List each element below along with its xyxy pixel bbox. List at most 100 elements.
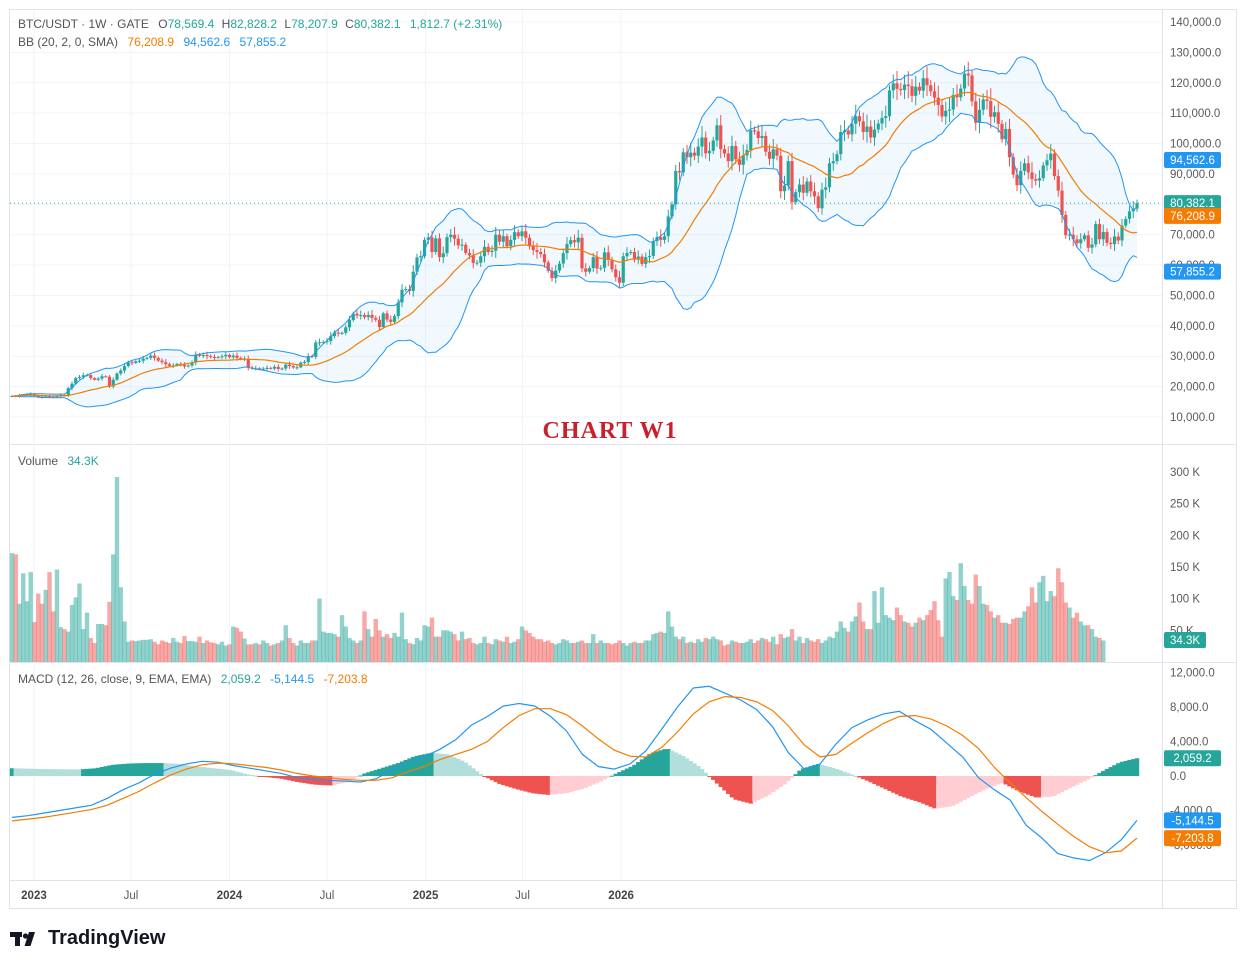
volume-bar <box>894 607 900 662</box>
volume-bar <box>276 643 281 662</box>
volume-bar <box>441 630 446 662</box>
volume-bar <box>418 640 423 662</box>
macd-hist-bar <box>737 776 742 801</box>
volume-value: 34.3K <box>67 454 98 468</box>
volume-bar <box>699 641 705 662</box>
macd-hist-bar <box>647 753 652 776</box>
candle-body <box>599 267 603 269</box>
volume-bar <box>407 643 412 662</box>
candle-body <box>531 246 535 251</box>
volume-bar <box>351 640 356 662</box>
macd-hist-bar <box>1063 776 1068 791</box>
volume-bar <box>433 636 438 662</box>
candle-body <box>419 256 423 258</box>
volume-bar <box>141 639 146 662</box>
candle-body <box>617 277 622 283</box>
volume-tick-label: 250 K <box>1170 499 1200 511</box>
price-tag-box <box>1164 263 1221 280</box>
macd-hist-bar <box>564 776 570 794</box>
candle-body <box>257 368 262 370</box>
candle-body <box>546 262 550 271</box>
candle-body <box>666 216 670 237</box>
macd-hist-bar <box>1007 776 1012 787</box>
macd-hist-bar <box>96 767 101 776</box>
macd-hist-bar <box>107 765 112 776</box>
volume-bars[interactable] <box>9 477 1106 662</box>
candle-body <box>434 238 438 253</box>
volume-label: Volume <box>18 454 58 468</box>
candle-body <box>520 231 524 237</box>
candle-body <box>580 237 584 269</box>
volume-bar <box>1089 629 1095 662</box>
macd-hist-bar <box>1041 776 1046 798</box>
macd-hist-bar <box>778 776 783 788</box>
macd-hist-bar <box>366 772 371 776</box>
candle-body <box>572 240 577 243</box>
macd-hist-bar <box>827 766 832 776</box>
volume-bar <box>58 627 63 662</box>
macd-hist-bar <box>354 776 360 778</box>
volume-bar <box>1063 602 1068 662</box>
macd-hist-bar <box>358 775 363 777</box>
volume-bar <box>152 641 157 662</box>
bb-area <box>12 57 1137 407</box>
candle-body <box>550 270 554 279</box>
macd-hist-bar <box>287 776 292 781</box>
candle-body <box>812 191 817 197</box>
macd-hist-bar <box>137 763 142 776</box>
macd-hist-bar <box>861 776 866 780</box>
macd-hist-bar <box>534 776 540 794</box>
volume-bar <box>174 641 180 662</box>
tradingview-brand[interactable]: TradingView <box>10 927 165 950</box>
candle-body <box>951 94 955 110</box>
volume-bar <box>966 599 971 662</box>
macd-hist-bar <box>666 749 671 776</box>
macd-hist-bar <box>958 776 963 802</box>
volume-bar <box>999 622 1005 662</box>
volume-bar <box>857 602 862 662</box>
volume-bar <box>613 643 618 662</box>
volume-bar <box>861 621 866 662</box>
volume-bar <box>947 572 952 662</box>
macd-hist-bar <box>152 763 157 776</box>
volume-bar <box>339 615 345 662</box>
volume-bar <box>429 617 435 662</box>
volume-bar <box>384 634 390 662</box>
volume-bar <box>32 622 37 662</box>
candle-body <box>587 268 592 272</box>
candle-body <box>696 146 700 156</box>
candle-body <box>614 269 618 278</box>
candle-body <box>722 149 727 154</box>
volume-bar <box>504 636 510 662</box>
macd-hist-bar <box>103 766 108 776</box>
macd-hist-bar <box>126 763 131 776</box>
candle-body <box>955 94 959 98</box>
macd-hist-bar <box>651 752 656 776</box>
volume-bar <box>921 620 926 662</box>
macd-hist-bar <box>201 767 206 776</box>
macd-hist-bar <box>864 776 870 781</box>
candle-body <box>404 289 408 291</box>
volume-bar <box>872 591 877 662</box>
macd-hist-bar <box>512 776 517 789</box>
macd-histogram[interactable] <box>9 749 1140 809</box>
volume-bar <box>591 634 596 662</box>
price-tag-label: 94,562.6 <box>1170 155 1215 167</box>
time-axis[interactable]: 2023 Jul 2024 Jul 2025 Jul 2026 <box>21 890 634 902</box>
macd-tag-label: 2,059.2 <box>1173 753 1211 765</box>
price-tag-box <box>1164 195 1221 212</box>
macd-tag-label: -7,203.8 <box>1171 833 1213 845</box>
candle-body <box>981 99 985 110</box>
volume-bar <box>883 615 888 662</box>
candle-body <box>775 149 779 156</box>
candle-body <box>329 336 333 342</box>
macd-hist-bar <box>617 772 622 776</box>
volume-bar <box>636 643 641 662</box>
volume-bar <box>253 643 258 662</box>
macd-hist-bar <box>13 768 18 776</box>
brand-name: TradingView <box>48 927 166 949</box>
macd-hist-bar <box>373 769 378 776</box>
macd-hist-bar <box>178 764 183 776</box>
